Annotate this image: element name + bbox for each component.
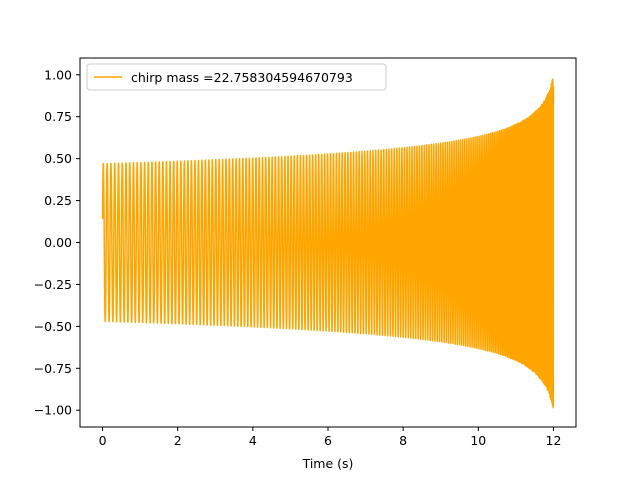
y-tick-label: 0.75 — [44, 109, 72, 124]
y-tick-label: 0.25 — [44, 193, 72, 208]
y-tick-label: −0.50 — [34, 319, 72, 334]
x-tick-label: 8 — [399, 433, 407, 448]
y-tick-label: −0.75 — [34, 361, 72, 376]
legend-label: chirp mass =22.758304594670793 — [131, 70, 353, 85]
x-tick-label: 12 — [546, 433, 562, 448]
legend-box — [86, 63, 387, 91]
x-tick-label: 4 — [249, 433, 257, 448]
x-axis-label: Time (s) — [302, 456, 354, 471]
x-tick-label: 2 — [174, 433, 182, 448]
y-tick-label: 0.50 — [44, 151, 72, 166]
x-tick-label: 10 — [470, 433, 486, 448]
y-tick-label: −1.00 — [34, 403, 72, 418]
x-tick-label: 0 — [99, 433, 107, 448]
series-line-chirp — [101, 78, 555, 409]
y-tick-label: −0.25 — [34, 277, 72, 292]
plot-area — [101, 78, 555, 409]
legend: chirp mass =22.758304594670793 — [86, 63, 387, 91]
y-tick-label: 0.00 — [44, 235, 72, 250]
axes: 0 2 4 6 8 10 12 −1.00 −0.75 −0.50 −0.25 0.00 0.25 0.5… — [34, 57, 577, 448]
y-tick-label: 1.00 — [44, 67, 72, 82]
x-tick-label: 6 — [324, 433, 332, 448]
